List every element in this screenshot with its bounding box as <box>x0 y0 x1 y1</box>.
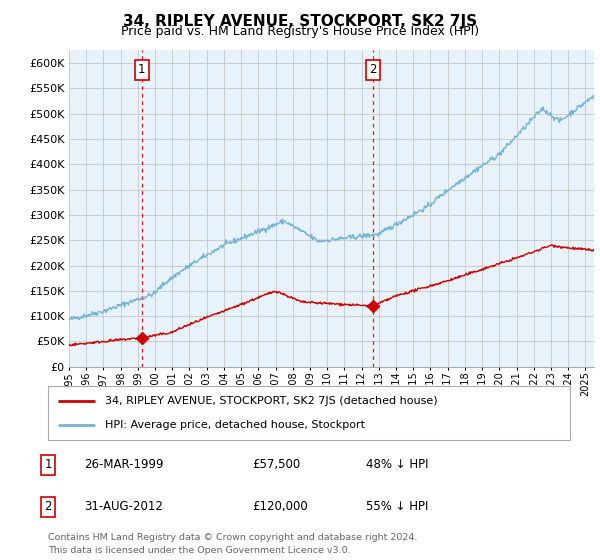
Text: Price paid vs. HM Land Registry's House Price Index (HPI): Price paid vs. HM Land Registry's House … <box>121 25 479 38</box>
Text: 48% ↓ HPI: 48% ↓ HPI <box>366 458 428 472</box>
Text: 2: 2 <box>44 500 52 514</box>
Text: 26-MAR-1999: 26-MAR-1999 <box>84 458 163 472</box>
Text: HPI: Average price, detached house, Stockport: HPI: Average price, detached house, Stoc… <box>106 420 365 430</box>
Text: 55% ↓ HPI: 55% ↓ HPI <box>366 500 428 514</box>
Text: 1: 1 <box>138 63 146 76</box>
Text: Contains HM Land Registry data © Crown copyright and database right 2024.
This d: Contains HM Land Registry data © Crown c… <box>48 533 418 554</box>
Text: 34, RIPLEY AVENUE, STOCKPORT, SK2 7JS (detached house): 34, RIPLEY AVENUE, STOCKPORT, SK2 7JS (d… <box>106 396 438 406</box>
Text: £57,500: £57,500 <box>252 458 300 472</box>
Text: £120,000: £120,000 <box>252 500 308 514</box>
Text: 31-AUG-2012: 31-AUG-2012 <box>84 500 163 514</box>
Text: 34, RIPLEY AVENUE, STOCKPORT, SK2 7JS: 34, RIPLEY AVENUE, STOCKPORT, SK2 7JS <box>123 14 477 29</box>
Text: 2: 2 <box>370 63 377 76</box>
Text: 1: 1 <box>44 458 52 472</box>
FancyBboxPatch shape <box>48 386 570 440</box>
